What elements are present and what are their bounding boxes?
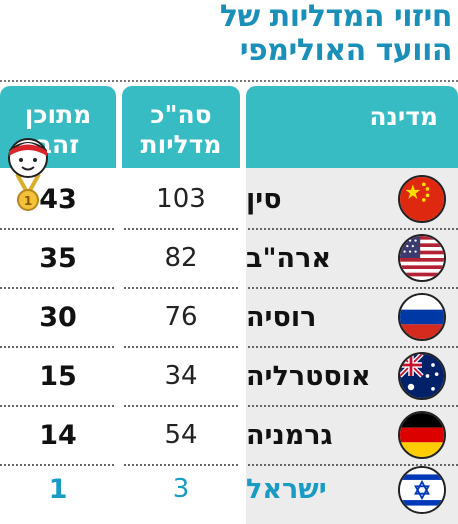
title-line-2: הוועד האולימפי <box>239 33 453 68</box>
country-name: ארה"ב <box>246 242 331 274</box>
title-divider <box>0 80 458 82</box>
gold-medals: 43 <box>39 183 77 215</box>
australia-flag-icon <box>398 352 446 400</box>
column-separator <box>240 86 246 524</box>
header-gold-line1: מתוכן <box>24 100 92 129</box>
russia-flag-icon <box>398 293 446 341</box>
gold-medals: 1 <box>48 473 68 505</box>
total-medals: 82 <box>164 243 198 273</box>
total-medals: 76 <box>164 302 198 332</box>
header-total-line2: מדליות <box>140 130 222 159</box>
total-medals: 54 <box>164 420 198 450</box>
germany-flag-icon <box>398 411 446 459</box>
gold-medals: 35 <box>39 242 77 274</box>
china-flag-icon <box>398 175 446 223</box>
country-name: סין <box>246 183 282 215</box>
header-total-line1: סה"כ <box>150 100 212 129</box>
row-divider <box>0 464 458 466</box>
mascot-gold-medal-icon: 1 <box>8 138 48 211</box>
gold-medals: 15 <box>39 360 77 392</box>
row-divider <box>0 405 458 407</box>
usa-flag-icon <box>398 234 446 282</box>
gold-medals: 14 <box>39 419 77 451</box>
medal-badge-text: 1 <box>24 194 32 208</box>
header-country: מדינה <box>246 86 458 168</box>
header-country-label: מדינה <box>369 102 438 131</box>
total-medals: 103 <box>156 184 206 214</box>
israel-flag-icon <box>398 466 446 514</box>
country-name: רוסיה <box>246 301 317 333</box>
country-name: ישראל <box>246 473 327 505</box>
row-divider <box>0 346 458 348</box>
row-divider <box>0 228 458 230</box>
title-line-1: חיזוי המדליות של <box>219 0 453 34</box>
total-medals: 3 <box>172 474 190 504</box>
country-name: אוסטרליה <box>246 360 371 392</box>
gold-medals: 30 <box>39 301 77 333</box>
column-separator <box>116 86 122 524</box>
header-total: סה"כ מדליות <box>122 86 240 168</box>
row-divider <box>0 287 458 289</box>
total-medals: 34 <box>164 361 198 391</box>
page-title: חיזוי המדליות של הוועד האולימפי <box>0 0 453 68</box>
country-name: גרמניה <box>246 419 333 451</box>
